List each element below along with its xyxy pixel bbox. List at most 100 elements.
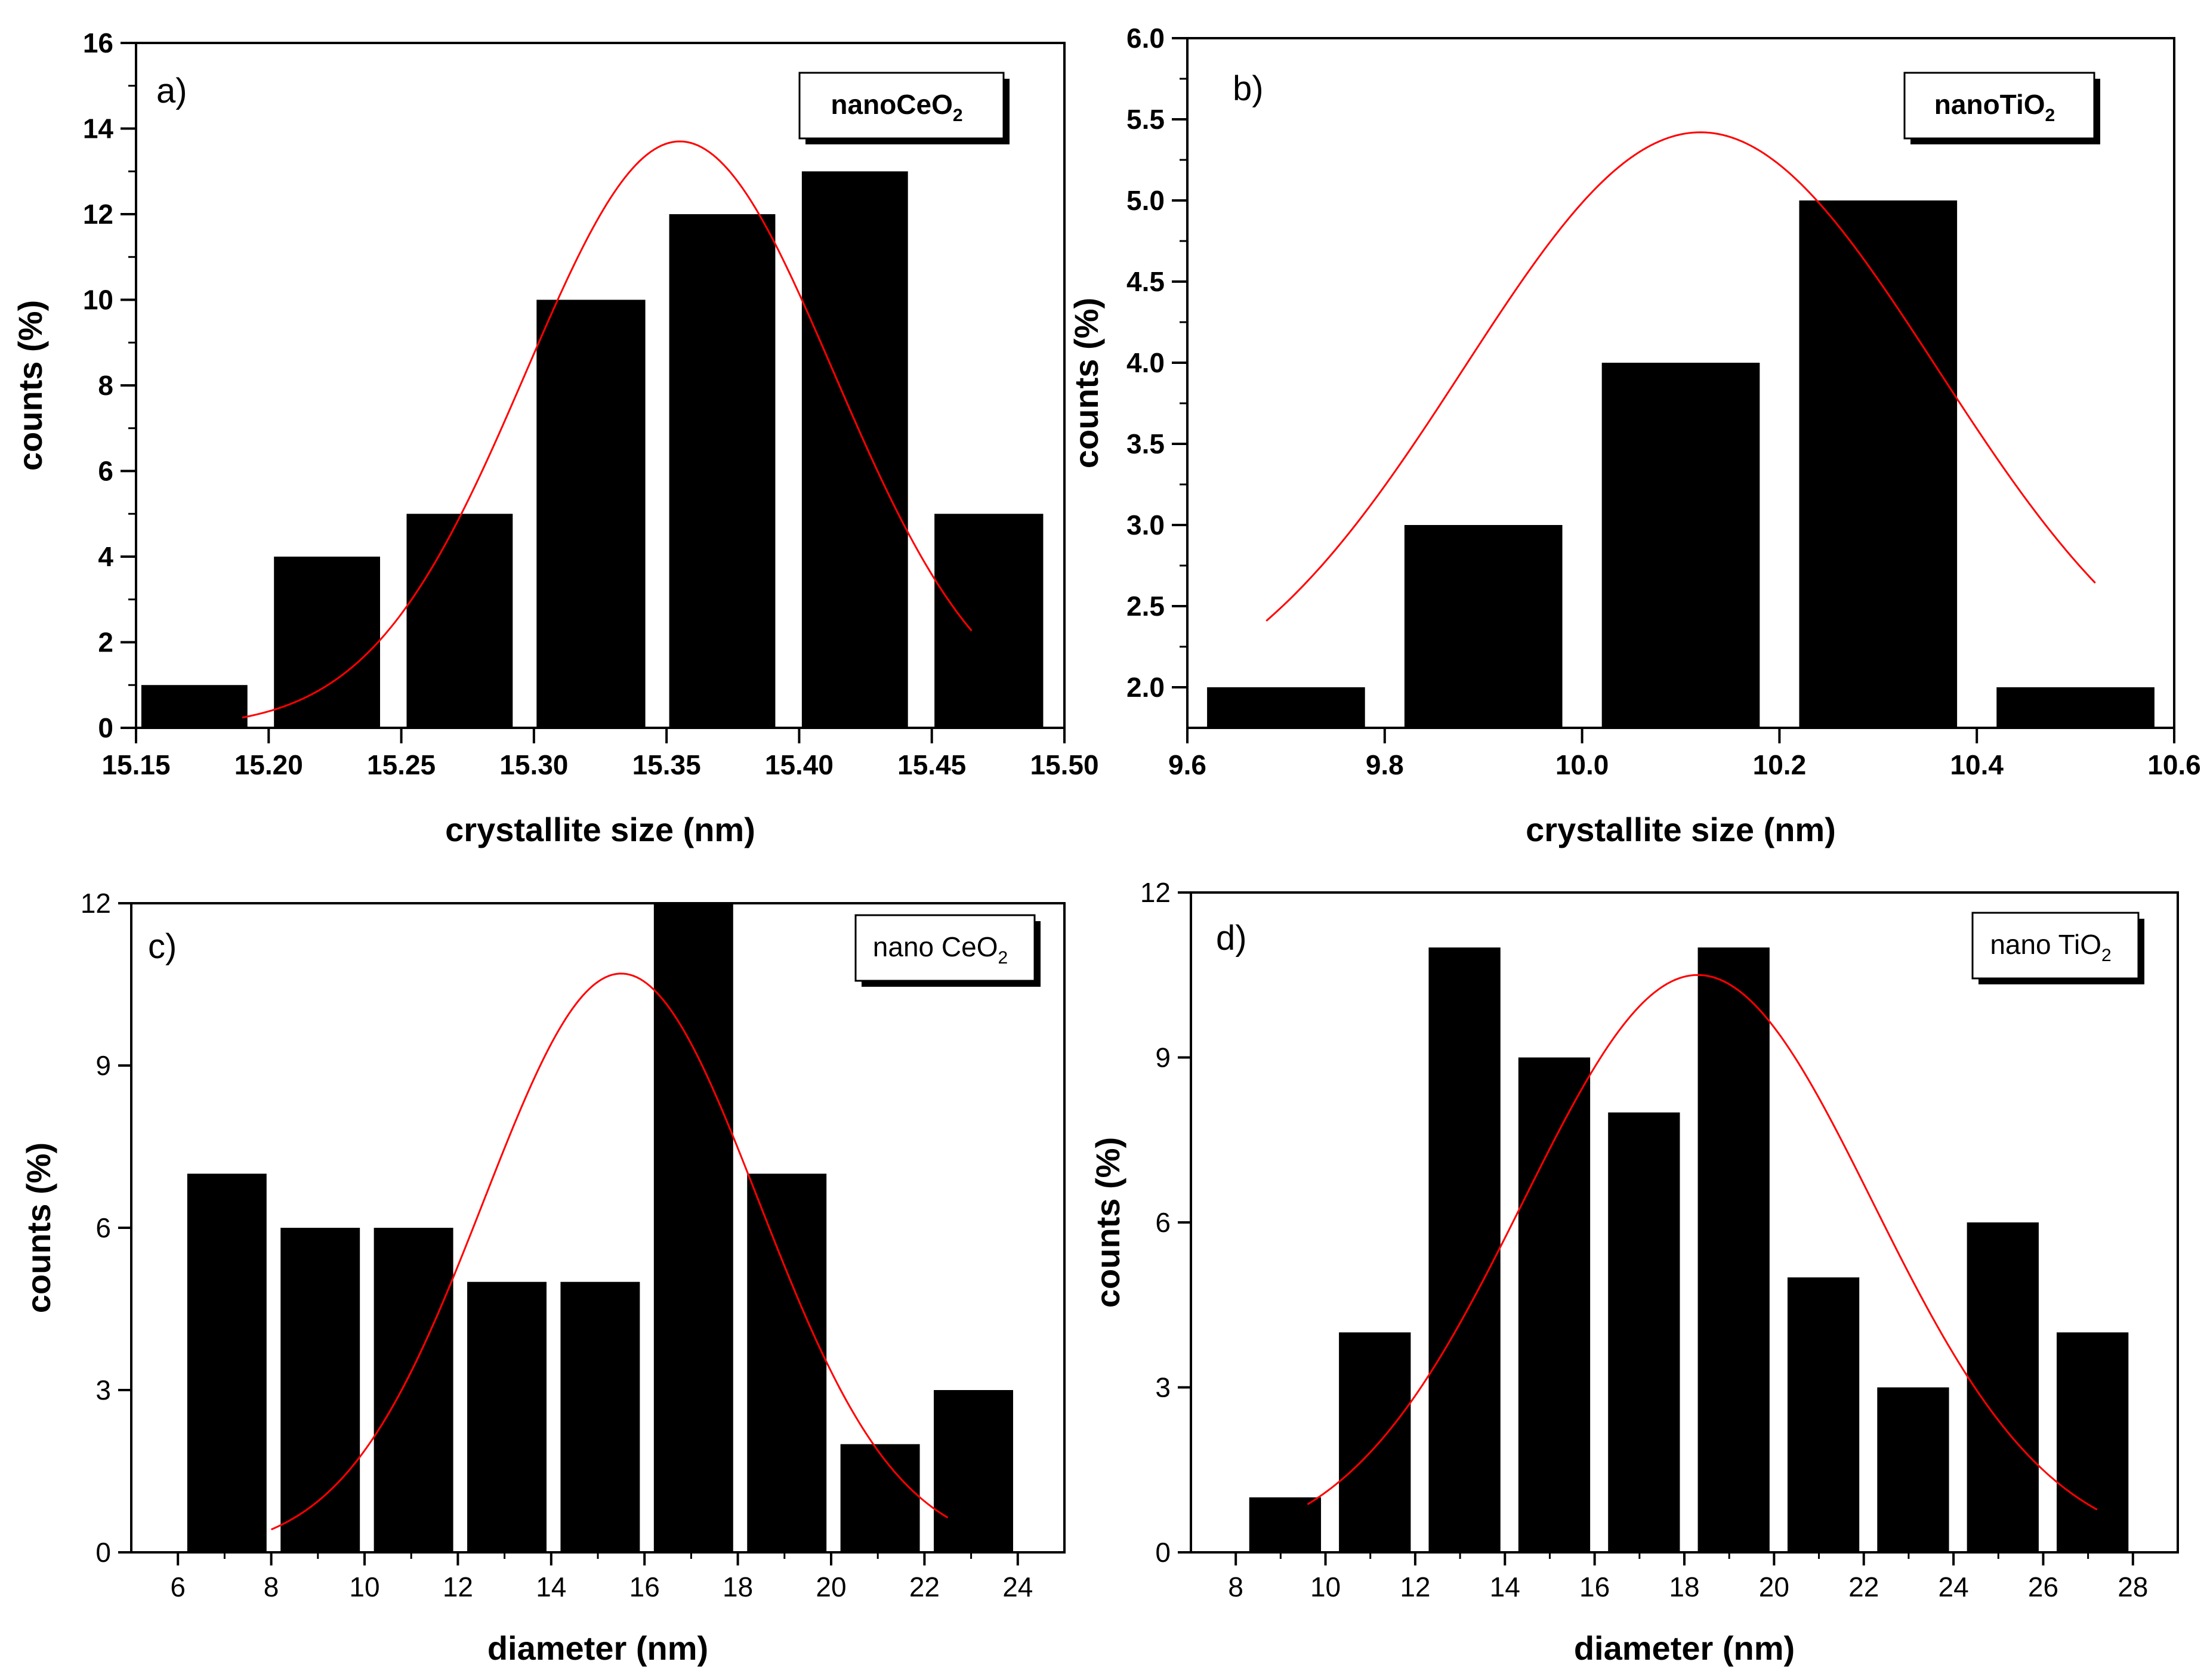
x-tick-label: 9.8 bbox=[1366, 749, 1404, 780]
x-tick-label: 20 bbox=[1759, 1571, 1789, 1602]
legend-label: nano TiO2 bbox=[1990, 929, 2111, 965]
x-axis-title: crystallite size (nm) bbox=[445, 811, 755, 848]
gaussian-fit-curve bbox=[271, 972, 949, 1531]
bar-1 bbox=[141, 685, 248, 728]
bar-6 bbox=[1697, 947, 1770, 1552]
bar-4 bbox=[1518, 1057, 1591, 1552]
x-tick-label: 10 bbox=[1310, 1571, 1341, 1602]
panel-c: 0 3 6 9 12 6 8 10 12 14 16 18 20 22 24 diameter (nm) cou… bbox=[20, 888, 1066, 1667]
bar-9 bbox=[934, 1390, 1013, 1552]
y-tick-label: 4 bbox=[98, 541, 113, 572]
bar-5 bbox=[1996, 687, 2155, 728]
y-tick-label: 6.0 bbox=[1126, 23, 1165, 54]
gaussian-fit-curve bbox=[1265, 131, 2096, 622]
x-tick-label: 28 bbox=[2118, 1571, 2148, 1602]
bar-8 bbox=[840, 1444, 920, 1552]
x-tick-label: 15.50 bbox=[1030, 749, 1098, 780]
x-tick-label: 15.45 bbox=[897, 749, 966, 780]
y-tick-label: 12 bbox=[83, 199, 113, 230]
y-tick-label: 3 bbox=[1155, 1372, 1171, 1403]
bar-5 bbox=[1608, 1112, 1680, 1552]
legend-subscript: 2 bbox=[2101, 946, 2112, 965]
x-tick-label: 15.40 bbox=[765, 749, 834, 780]
x-tick-label: 20 bbox=[816, 1571, 846, 1602]
x-tick-label: 14 bbox=[1490, 1571, 1520, 1602]
bar-4 bbox=[536, 299, 646, 728]
x-tick-label: 9.6 bbox=[1168, 749, 1206, 780]
bar-8 bbox=[1877, 1387, 1949, 1552]
legend-box bbox=[798, 72, 1005, 140]
x-tick-label: 12 bbox=[443, 1571, 473, 1602]
legend-subscript: 2 bbox=[2045, 106, 2055, 125]
x-tick-label: 24 bbox=[1002, 1571, 1033, 1602]
bar-6 bbox=[653, 903, 733, 1552]
gaussian-fit-curve bbox=[1307, 974, 2098, 1511]
x-tick-label: 14 bbox=[536, 1571, 566, 1602]
y-tick-label: 10 bbox=[83, 285, 113, 316]
x-tick-label: 15.35 bbox=[632, 749, 701, 780]
x-tick-label: 15.15 bbox=[101, 749, 170, 780]
y-tick-label: 3.5 bbox=[1126, 428, 1165, 459]
x-tick-label: 8 bbox=[264, 1571, 279, 1602]
y-tick-label: 3.0 bbox=[1126, 509, 1165, 541]
x-tick-label: 18 bbox=[723, 1571, 753, 1602]
legend-label: nanoTiO2 bbox=[1934, 89, 2055, 125]
plot-frame bbox=[1186, 37, 2175, 729]
x-tick-label: 10.4 bbox=[1950, 749, 2004, 780]
x-tick-label: 16 bbox=[1579, 1571, 1610, 1602]
y-tick-label: 5.0 bbox=[1126, 185, 1165, 216]
bar-2 bbox=[280, 1228, 360, 1552]
x-tick-label: 10.0 bbox=[1555, 749, 1609, 780]
x-tick-label: 12 bbox=[1400, 1571, 1430, 1602]
bar-7 bbox=[747, 1173, 827, 1552]
legend-label: nanoCeO2 bbox=[831, 89, 962, 125]
panel-b: 2.0 2.5 3.0 3.5 4.0 4.5 5.0 5.5 6.0 9.6 9.8 10.0 10.… bbox=[1067, 23, 2201, 848]
bar-2 bbox=[274, 557, 381, 728]
x-tick-label: 10 bbox=[349, 1571, 379, 1602]
x-tick-label: 16 bbox=[629, 1571, 660, 1602]
bar-2 bbox=[1404, 525, 1563, 728]
legend-subscript: 2 bbox=[953, 106, 963, 125]
bar-1 bbox=[1207, 687, 1365, 728]
y-tick-label: 5.5 bbox=[1126, 104, 1165, 135]
bar-2 bbox=[1339, 1332, 1411, 1552]
x-tick-label: 10.6 bbox=[2147, 749, 2201, 780]
bar-9 bbox=[1967, 1222, 2039, 1552]
y-tick-label: 9 bbox=[1155, 1042, 1171, 1073]
bar-3 bbox=[406, 514, 513, 728]
panel-d: 0 3 6 9 12 8 10 12 14 16 18 20 22 24 26 28 diameter (nm)… bbox=[1089, 877, 2179, 1667]
x-axis-title: crystallite size (nm) bbox=[1526, 811, 1836, 848]
y-tick-label: 16 bbox=[83, 27, 113, 58]
legend-subscript: 2 bbox=[998, 948, 1008, 968]
x-tick-label: 15.30 bbox=[499, 749, 568, 780]
y-tick-label: 0 bbox=[98, 712, 113, 743]
bar-3 bbox=[1428, 947, 1501, 1552]
y-axis-title: counts (%) bbox=[1089, 1137, 1126, 1308]
x-tick-label: 15.20 bbox=[234, 749, 303, 780]
y-tick-label: 4.0 bbox=[1126, 347, 1165, 378]
bar-6 bbox=[801, 171, 908, 728]
x-axis-title: diameter (nm) bbox=[1574, 1629, 1795, 1667]
y-tick-label: 2.0 bbox=[1126, 672, 1165, 703]
legend-box bbox=[854, 914, 1036, 982]
y-tick-label: 6 bbox=[98, 456, 113, 487]
panel-label: a) bbox=[156, 72, 187, 110]
x-axis-title: diameter (nm) bbox=[487, 1629, 708, 1667]
y-tick-label: 3 bbox=[95, 1375, 111, 1406]
y-tick-label: 12 bbox=[81, 888, 111, 919]
y-axis-title: counts (%) bbox=[20, 1142, 57, 1313]
x-tick-label: 22 bbox=[1848, 1571, 1879, 1602]
y-tick-label: 0 bbox=[1155, 1537, 1171, 1568]
bar-7 bbox=[934, 514, 1044, 728]
gaussian-fit-curve bbox=[242, 140, 973, 719]
bar-1 bbox=[187, 1173, 267, 1552]
y-axis-title: counts (%) bbox=[1067, 298, 1105, 468]
y-tick-label: 2.5 bbox=[1126, 591, 1165, 622]
y-tick-label: 0 bbox=[95, 1537, 111, 1568]
x-tick-label: 18 bbox=[1669, 1571, 1699, 1602]
panel-label: d) bbox=[1216, 919, 1247, 958]
legend-label: nano CeO2 bbox=[873, 931, 1008, 968]
bar-3 bbox=[1601, 363, 1760, 728]
y-tick-label: 6 bbox=[95, 1212, 111, 1243]
